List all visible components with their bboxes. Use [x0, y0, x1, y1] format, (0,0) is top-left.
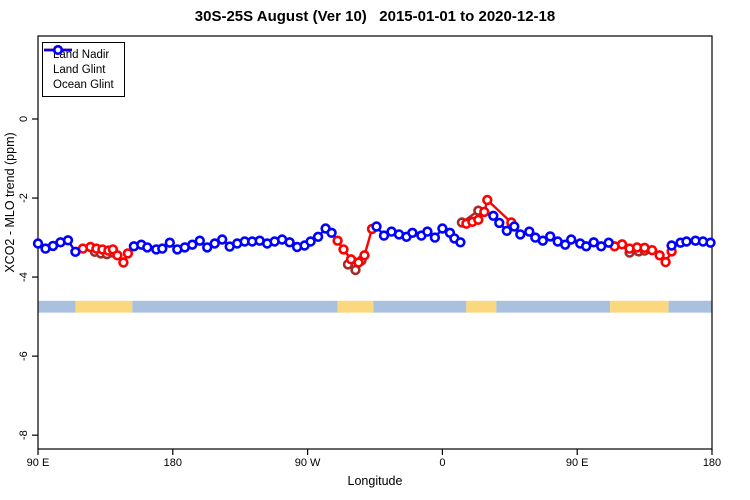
legend-item-label: Land Glint	[53, 63, 106, 76]
surface-band-ocean	[373, 300, 467, 313]
data-point-marker	[326, 227, 337, 239]
data-point-marker	[284, 237, 295, 248]
data-point-marker	[122, 248, 134, 259]
y-tick-label: -6	[18, 351, 30, 361]
surface-band-land	[610, 300, 669, 313]
surface-band-ocean	[132, 300, 338, 313]
surface-band-land	[466, 300, 497, 313]
data-point-marker	[537, 235, 548, 246]
data-point-marker	[705, 237, 716, 248]
y-tick-label: -8	[18, 430, 30, 440]
data-point-marker	[112, 250, 123, 261]
surface-band-ocean	[668, 300, 712, 313]
data-point-marker	[544, 231, 556, 242]
x-tick-label: 180	[703, 457, 721, 469]
data-point-marker	[588, 237, 599, 248]
x-tick-label: 90 E	[27, 457, 50, 469]
data-point-marker	[142, 242, 153, 253]
data-point-marker	[603, 237, 614, 248]
x-tick-label: 90 W	[295, 457, 321, 469]
data-point-marker	[157, 243, 168, 254]
data-point-marker	[479, 206, 490, 218]
data-point-marker	[305, 236, 316, 247]
data-point-marker	[666, 240, 677, 251]
data-point-marker	[455, 237, 466, 248]
data-point-marker	[473, 214, 484, 226]
legend-item: Ocean Glint	[44, 44, 114, 92]
data-point-marker	[312, 231, 324, 243]
data-point-marker	[501, 225, 512, 237]
legend-box: Land Nadir Land Glint Ocean Glint	[42, 42, 125, 97]
series-ocean-glint	[32, 210, 716, 258]
y-tick-label: -2	[18, 193, 30, 203]
legend-marker-icon	[44, 44, 72, 56]
x-tick-label: 0	[439, 457, 445, 469]
data-point-marker	[202, 242, 213, 253]
x-axis: 90 E 180 90 W 0 90 E 180 Longitude	[27, 449, 721, 488]
surface-band-ocean	[38, 300, 76, 313]
data-point-marker	[359, 250, 370, 261]
data-point-marker	[217, 234, 228, 245]
data-point-marker	[118, 257, 129, 268]
legend-item: Land Glint	[44, 44, 114, 77]
data-point-marker	[407, 227, 418, 239]
data-point-marker	[429, 232, 441, 243]
data-point-marker	[494, 217, 505, 229]
data-point-marker	[488, 210, 499, 222]
data-point-marker	[509, 221, 520, 232]
data-point-marker	[209, 238, 220, 249]
data-point-marker	[32, 238, 44, 249]
data-point-marker	[194, 235, 206, 246]
surface-band-ocean	[496, 300, 611, 313]
data-point-marker	[654, 250, 665, 261]
data-point-marker	[70, 246, 81, 258]
data-point-marker	[378, 230, 390, 241]
surface-band-land	[337, 300, 374, 313]
y-tick-label: 0	[18, 116, 30, 122]
data-point-marker	[646, 245, 658, 256]
legend-item-label: Land Nadir	[53, 48, 110, 61]
data-point-marker	[164, 237, 176, 248]
surface-band	[38, 300, 712, 313]
data-point-marker	[482, 194, 493, 206]
data-point-marker	[515, 229, 526, 240]
legend-item-label: Ocean Glint	[53, 78, 114, 91]
y-axis: 0 -2 -4 -6 -8 XCO2 - MLO trend (ppm)	[3, 116, 38, 440]
data-point-marker	[371, 221, 382, 232]
y-tick-label: -4	[18, 272, 30, 282]
chart-title: 30S-25S August (Ver 10) 2015-01-01 to 20…	[194, 8, 556, 25]
data-point-marker	[565, 234, 577, 245]
data-point-marker	[437, 223, 448, 234]
data-point-marker	[660, 256, 671, 268]
data-point-marker	[187, 239, 198, 250]
data-point-marker	[332, 235, 343, 246]
surface-band-land	[75, 300, 133, 313]
x-axis-title: Longitude	[348, 474, 403, 488]
x-tick-label: 90 E	[566, 457, 589, 469]
x-tick-label: 180	[164, 457, 182, 469]
data-point-marker	[422, 226, 433, 237]
data-point-marker	[62, 235, 74, 246]
data-point-marker	[681, 236, 692, 247]
data-point-marker	[616, 239, 628, 250]
data-point-marker	[353, 257, 364, 268]
series-land-glint	[77, 194, 677, 268]
data-point-marker	[524, 226, 535, 237]
data-point-marker	[580, 241, 592, 252]
data-point-marker	[338, 244, 349, 255]
y-axis-title: XCO2 - MLO trend (ppm)	[3, 132, 17, 272]
